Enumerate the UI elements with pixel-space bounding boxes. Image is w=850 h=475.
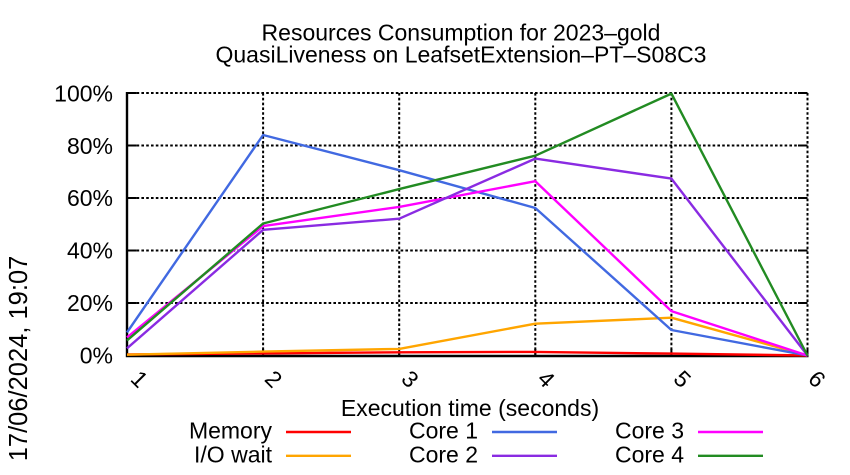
svg-text:17/06/2024, 19:07: 17/06/2024, 19:07 (5, 256, 33, 462)
svg-text:Execution time (seconds): Execution time (seconds) (341, 395, 599, 421)
svg-text:Core 1: Core 1 (409, 418, 478, 444)
svg-text:100%: 100% (54, 80, 113, 106)
svg-text:I/O wait: I/O wait (194, 441, 273, 467)
svg-text:20%: 20% (67, 290, 113, 316)
svg-text:QuasiLiveness on LeafsetExtens: QuasiLiveness on LeafsetExtension–PT–S08… (216, 42, 707, 68)
svg-text:0%: 0% (80, 342, 113, 368)
svg-text:Memory: Memory (189, 418, 273, 444)
svg-text:Core 2: Core 2 (409, 441, 478, 467)
svg-text:Resources Consumption for 2023: Resources Consumption for 2023–gold (262, 19, 661, 45)
svg-text:80%: 80% (67, 133, 113, 159)
svg-text:Core 4: Core 4 (615, 441, 684, 467)
svg-text:Core 3: Core 3 (615, 418, 684, 444)
svg-text:40%: 40% (67, 238, 113, 264)
svg-text:60%: 60% (67, 185, 113, 211)
